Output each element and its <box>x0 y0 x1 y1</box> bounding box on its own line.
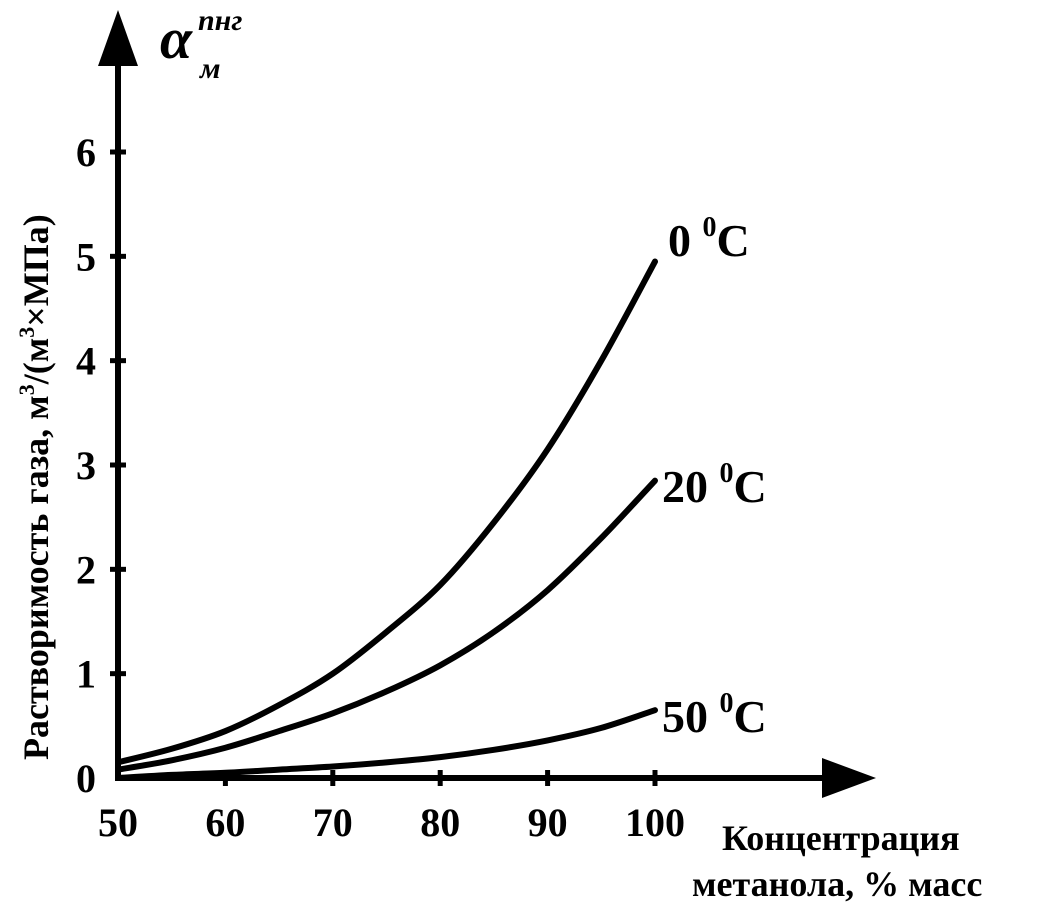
y-tick-label: 4 <box>76 339 96 384</box>
x-axis-arrow-icon <box>822 758 876 798</box>
y-axis-title-suffix2: ×МПа) <box>16 214 56 326</box>
series-label-degree: 0 <box>720 688 734 719</box>
x-axis-title-line2: метанола, % масс <box>692 864 982 904</box>
series-label-value: 50 <box>662 691 720 742</box>
y-tick-label: 1 <box>76 652 96 697</box>
y-axis-arrow-icon <box>98 10 138 66</box>
y-symbol-main: α <box>160 6 193 71</box>
svg-text:Растворимость газа, м3/(м3×МПа: Растворимость газа, м3/(м3×МПа) <box>14 214 56 760</box>
series-label-unit: C <box>734 691 767 742</box>
y-tick-label: 0 <box>76 756 96 801</box>
series-label-degree: 0 <box>720 458 734 489</box>
series-label-unit: C <box>717 215 750 266</box>
series-label-degree: 0 <box>703 212 717 243</box>
series-line <box>115 477 658 773</box>
y-axis-title: Растворимость газа, м3/(м3×МПа) <box>14 214 56 760</box>
x-tick-label: 90 <box>528 800 568 845</box>
x-tick-label: 50 <box>98 800 138 845</box>
y-tick-label: 3 <box>76 443 96 488</box>
y-axis-title-text: Растворимость газа, м <box>16 395 56 760</box>
series-label-value: 0 <box>668 215 703 266</box>
y-symbol: α пнг м <box>160 4 242 85</box>
series-label: 20 0C <box>662 458 767 512</box>
series-label-value: 20 <box>662 461 720 512</box>
x-tick-label: 60 <box>205 800 245 845</box>
y-axis-title-sup2: 3 <box>14 327 39 338</box>
series-label: 50 0C <box>662 688 767 742</box>
y-tick-label: 2 <box>76 547 96 592</box>
x-tick-label: 70 <box>313 800 353 845</box>
series-label: 0 0C <box>668 212 750 266</box>
series-label-unit: C <box>734 461 767 512</box>
y-axis-title-suffix: /(м <box>16 338 56 386</box>
y-tick-label: 6 <box>76 130 96 175</box>
series-line <box>115 707 658 781</box>
y-symbol-subscript: м <box>198 52 221 85</box>
tick-labels: 50 60 70 80 90 100 0 1 2 3 4 5 6 <box>76 130 685 845</box>
x-tick-label: 100 <box>625 800 685 845</box>
y-symbol-superscript: пнг <box>198 4 242 37</box>
x-tick-label: 80 <box>420 800 460 845</box>
series-lines <box>115 258 658 781</box>
series-line <box>115 258 658 766</box>
x-axis-title-line1: Концентрация <box>722 818 960 858</box>
y-tick-label: 5 <box>76 234 96 279</box>
y-axis-title-sup: 3 <box>14 384 39 395</box>
axes <box>98 10 876 798</box>
